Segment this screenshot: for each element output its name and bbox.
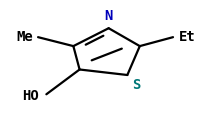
Text: S: S — [133, 78, 141, 92]
Text: HO: HO — [22, 89, 39, 103]
Text: N: N — [104, 9, 113, 23]
Text: Me: Me — [16, 30, 33, 44]
Text: Et: Et — [179, 30, 196, 44]
